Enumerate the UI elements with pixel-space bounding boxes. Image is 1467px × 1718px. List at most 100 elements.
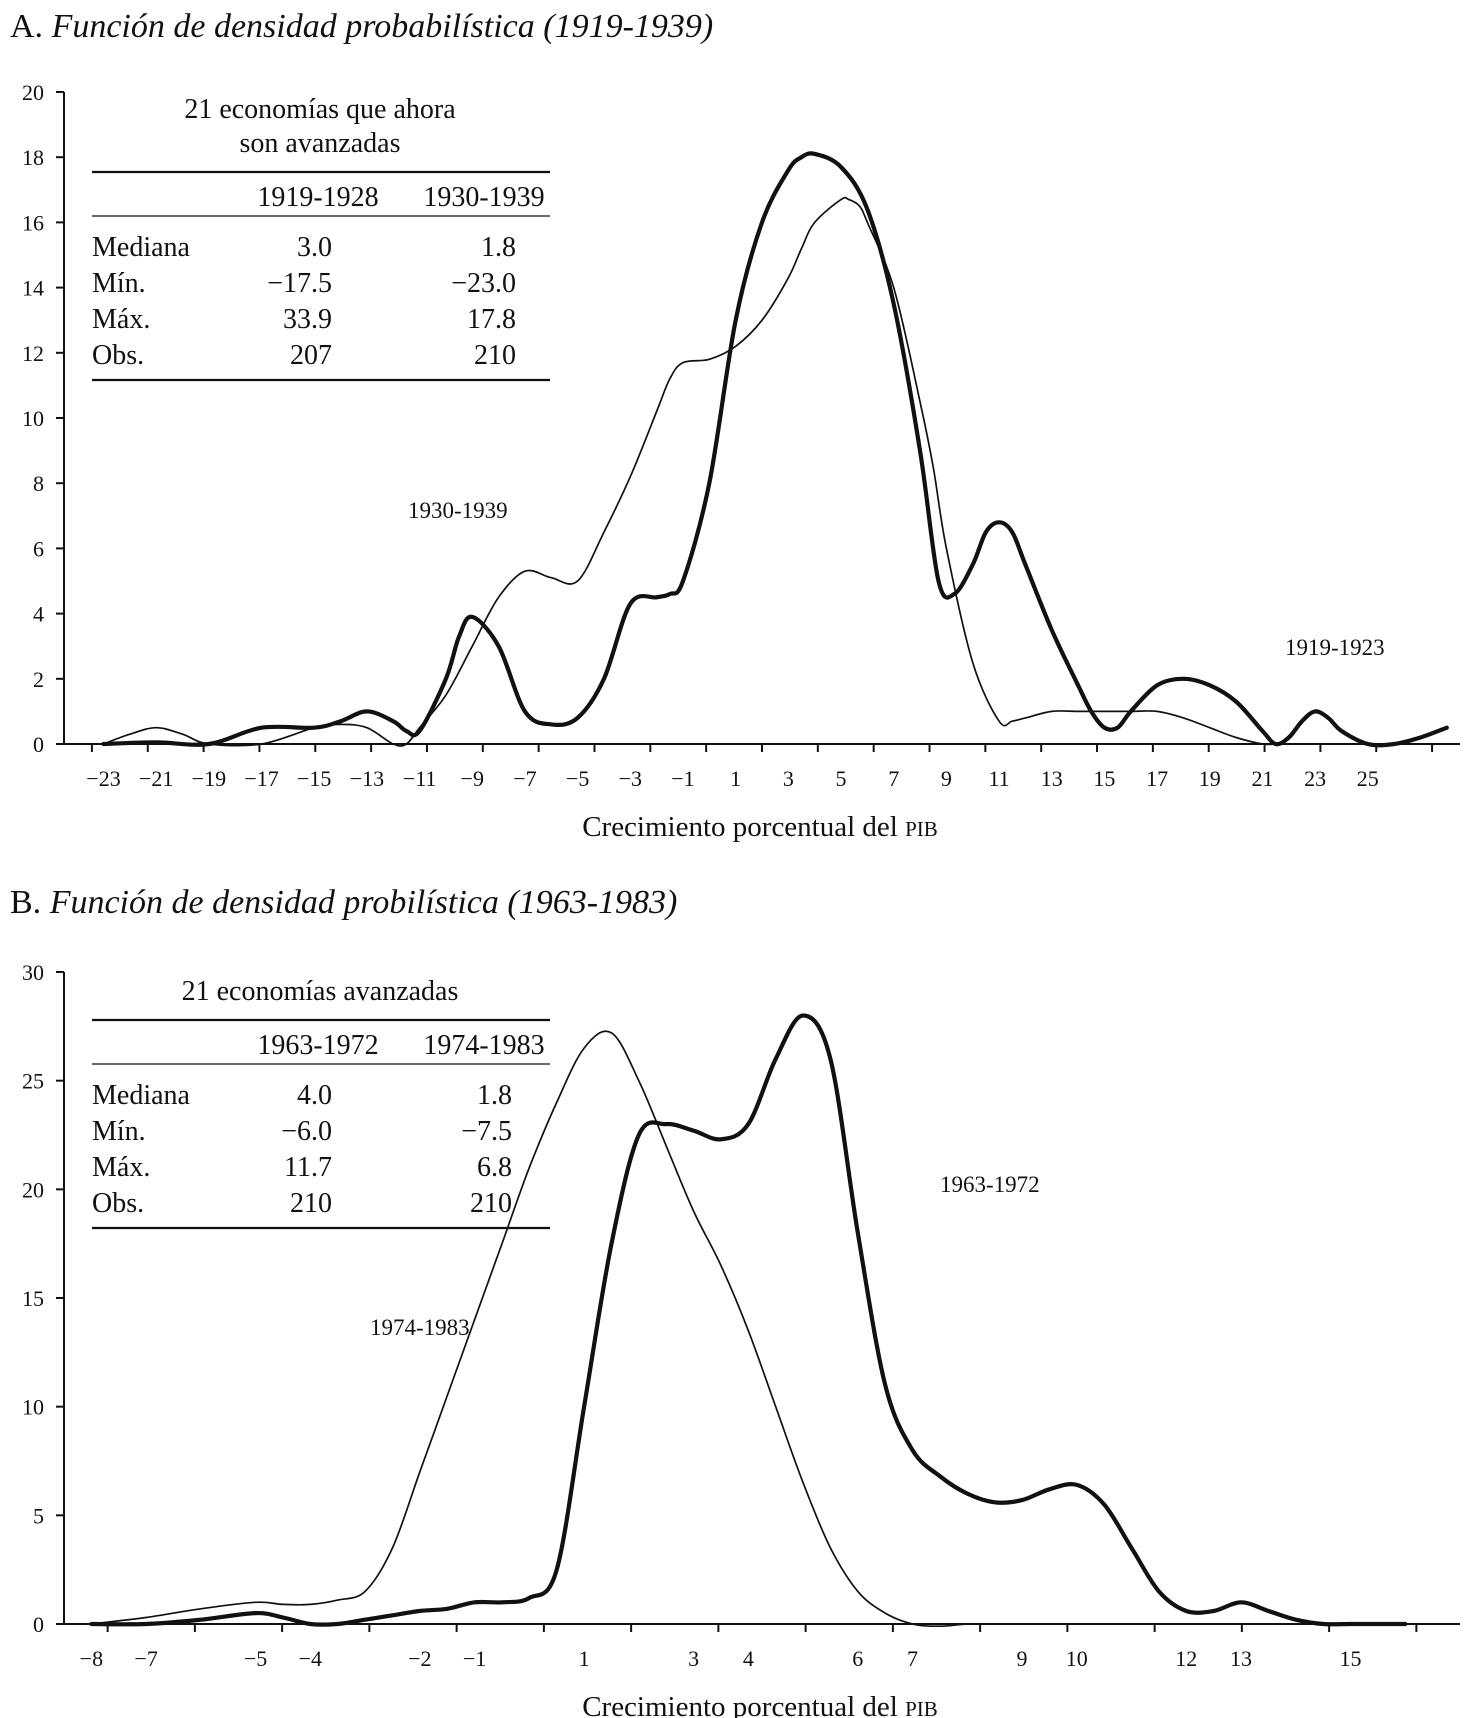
chart-a-table-row-label: Obs.: [92, 340, 144, 371]
chart-a-y-tick-label: 20: [22, 80, 44, 105]
chart-b-series-1963-1972-line: [89, 1013, 1408, 1627]
chart-b-table-row-label: Mediana: [92, 1080, 191, 1111]
chart-b-table-row-value1: 11.7: [284, 1152, 332, 1183]
chart-a-series-1930-1939-line: [102, 196, 1290, 747]
chart-b-x-axis-title: Crecimiento porcentual del PIB: [582, 1691, 938, 1718]
chart-a-y-tick-label: 12: [22, 341, 44, 366]
chart-b-table-row-value1: 210: [290, 1188, 332, 1219]
chart-a-table-row-value1: 33.9: [283, 304, 332, 335]
chart-a-table-col1-header: 1919-1928: [257, 182, 378, 213]
chart-b-y-tick-label: 5: [33, 1503, 44, 1528]
chart-a-x-tick-label: −13: [350, 766, 384, 791]
chart-a-x-tick-label: 5: [836, 766, 847, 791]
chart-a-table-row-label: Mín.: [92, 268, 146, 299]
chart-a-x-axis-title: Crecimiento porcentual del PIB: [582, 811, 938, 843]
chart-b-x-tick-label: 9: [1017, 1646, 1028, 1671]
chart-a-x-tick-label: 13: [1041, 766, 1063, 791]
chart-a-y-tick-label: 14: [22, 276, 44, 301]
chart-b-table-title: 21 economías avanzadas: [182, 976, 459, 1007]
chart-a-table-row-value1: −17.5: [267, 268, 332, 299]
chart-a-x-tick-label: 11: [988, 766, 1009, 791]
chart-a-table-row-label: Máx.: [92, 304, 150, 335]
chart-b-table-row-value2: 210: [470, 1188, 512, 1219]
chart-b-table-row-label: Máx.: [92, 1152, 150, 1183]
panel-b-title-text: Función de densidad probilística (1963-1…: [49, 884, 678, 921]
chart-b-x-tick-label: 3: [688, 1646, 699, 1671]
panel-a-letter: A.: [10, 8, 44, 45]
chart-a-x-tick-label: 25: [1357, 766, 1379, 791]
chart-a-x-tick-label: −5: [566, 766, 589, 791]
chart-a-y-tick-label: 8: [33, 471, 44, 496]
chart-a-x-tick-label: −19: [192, 766, 226, 791]
chart-b-x-tick-label: 7: [907, 1646, 918, 1671]
chart-a-x-tick-label: 15: [1093, 766, 1115, 791]
chart-b-table-row-label: Obs.: [92, 1188, 144, 1219]
chart-b-y-tick-label: 15: [22, 1286, 44, 1311]
chart-a-series-label-1919-1923: 1919-1923: [1285, 635, 1385, 660]
chart-b-table-row-value2: −7.5: [461, 1116, 512, 1147]
chart-b-x-tick-label: −2: [408, 1646, 431, 1671]
chart-b-y-tick-label: 10: [22, 1395, 44, 1420]
chart-b-series-label-1974-1983: 1974-1983: [370, 1315, 470, 1340]
chart-b-table-row-value1: −6.0: [281, 1116, 332, 1147]
chart-b-x-tick-label: −5: [244, 1646, 267, 1671]
chart-a-x-tick-label: −1: [671, 766, 694, 791]
chart-a-y-tick-label: 2: [33, 667, 44, 692]
chart-a-table-row-label: Mediana: [92, 232, 191, 263]
chart-b-x-tick-label: 4: [743, 1646, 754, 1671]
panel-b-title: B. Función de densidad probilística (196…: [10, 884, 677, 922]
chart-a-y-tick-label: 0: [33, 732, 44, 757]
chart-a-x-tick-label: 1: [730, 766, 741, 791]
chart-a-x-tick-label: 19: [1199, 766, 1221, 791]
chart-b-series-label-1963-1972: 1963-1972: [940, 1172, 1040, 1197]
chart-a-table-row-value1: 207: [290, 340, 332, 371]
chart-b-series-1974-1983-line: [90, 1030, 1078, 1628]
chart-b-table-row-label: Mín.: [92, 1116, 146, 1147]
chart-b-y-tick-label: 0: [33, 1612, 44, 1637]
chart-b-x-tick-label: 13: [1230, 1646, 1252, 1671]
chart-a-x-tick-label: −15: [297, 766, 331, 791]
chart-b-table-col2-header: 1974-1983: [423, 1030, 544, 1061]
chart-a-table-col2-header: 1930-1939: [423, 182, 544, 213]
panel-b-letter: B.: [10, 884, 42, 921]
chart-a-series-label-1930-1939: 1930-1939: [408, 498, 508, 523]
chart-a-x-tick-label: −3: [619, 766, 642, 791]
chart-a-table-row-value2: −23.0: [451, 268, 516, 299]
chart-b-y-tick-label: 20: [22, 1177, 44, 1202]
chart-a-table-row-value1: 3.0: [297, 232, 332, 263]
chart-b-x-tick-label: −1: [463, 1646, 486, 1671]
chart-b-x-tick-label: 10: [1066, 1646, 1088, 1671]
chart-b-x-tick-label: 12: [1175, 1646, 1197, 1671]
chart-a-x-tick-label: −11: [403, 766, 437, 791]
chart-b-x-tick-label: −7: [134, 1646, 157, 1671]
chart-a-y-tick-label: 16: [22, 210, 44, 235]
chart-a-y-tick-label: 4: [33, 602, 44, 627]
chart-a-table-row-value2: 210: [474, 340, 516, 371]
chart-b-table-row-value2: 1.8: [477, 1080, 512, 1111]
chart-b-x-tick-label: 6: [852, 1646, 863, 1671]
chart-a-table-title: 21 economías que ahora: [184, 94, 456, 125]
chart-a-table-title-line2: son avanzadas: [240, 128, 401, 159]
panel-a-title-text: Función de densidad probabilística (1919…: [51, 8, 714, 45]
chart-a-x-tick-label: −9: [461, 766, 484, 791]
chart-a-table-row-value2: 1.8: [481, 232, 516, 263]
chart-a-x-tick-label: 17: [1146, 766, 1168, 791]
chart-b-table-row-value1: 4.0: [297, 1080, 332, 1111]
chart-b-y-tick-label: 30: [22, 960, 44, 985]
chart-b-x-tick-label: −8: [80, 1646, 103, 1671]
chart-a-x-tick-label: −17: [244, 766, 278, 791]
chart-a-table-row-value2: 17.8: [467, 304, 516, 335]
chart-b-x-tick-label: 1: [579, 1646, 590, 1671]
chart-b-table-col1-header: 1963-1972: [257, 1030, 378, 1061]
chart-a-x-tick-label: −7: [513, 766, 536, 791]
chart-a-x-tick-label: 7: [888, 766, 899, 791]
chart-b-table-row-value2: 6.8: [477, 1152, 512, 1183]
chart-a-x-tick-label: 21: [1251, 766, 1273, 791]
chart-a-y-tick-label: 18: [22, 145, 44, 170]
chart-a-x-tick-label: 3: [783, 766, 794, 791]
chart-b-y-tick-label: 25: [22, 1069, 44, 1094]
chart-a-x-tick-label: 23: [1304, 766, 1326, 791]
chart-a-x-tick-label: −21: [139, 766, 173, 791]
